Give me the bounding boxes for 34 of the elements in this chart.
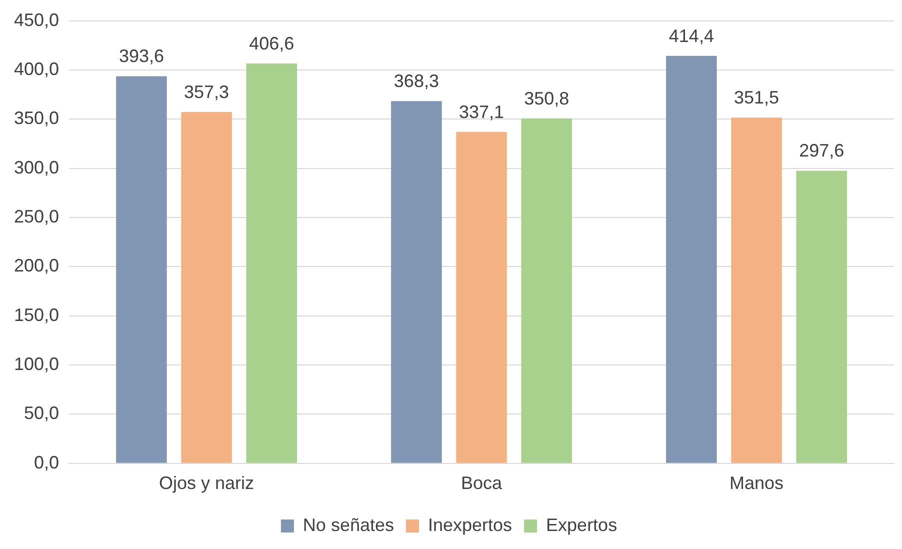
y-tick-label: 150,0 xyxy=(14,304,60,325)
y-tick-label: 300,0 xyxy=(14,157,60,178)
bar xyxy=(796,170,847,463)
x-tick-label: Manos xyxy=(729,473,784,494)
y-tick-label: 400,0 xyxy=(14,58,60,79)
legend-label: Expertos xyxy=(546,514,618,535)
y-tick-label: 100,0 xyxy=(14,354,60,374)
bar xyxy=(391,101,442,463)
data-label: 337,1 xyxy=(459,102,504,122)
y-tick-label: 350,0 xyxy=(14,108,60,128)
bar xyxy=(521,118,572,463)
legend-label: No señates xyxy=(302,514,394,535)
data-label: 350,8 xyxy=(524,88,570,108)
data-label: 368,3 xyxy=(394,71,439,92)
bar xyxy=(246,63,297,463)
y-tick-label: 50,0 xyxy=(24,403,60,424)
bar xyxy=(731,118,782,463)
x-tick-label: Boca xyxy=(461,473,504,494)
legend-label: Inexpertos xyxy=(428,514,512,535)
data-label: 393,6 xyxy=(118,46,164,66)
y-tick-label: 250,0 xyxy=(14,206,60,226)
bar xyxy=(116,76,167,463)
x-tick-label: Ojos y nariz xyxy=(159,473,254,494)
data-label: 297,6 xyxy=(799,140,844,161)
bar xyxy=(666,56,717,463)
y-tick-label: 200,0 xyxy=(14,256,60,276)
bar xyxy=(181,112,232,463)
bar xyxy=(456,132,507,463)
data-label: 414,4 xyxy=(668,26,714,46)
data-label: 357,3 xyxy=(184,82,230,102)
y-tick-label: 0,0 xyxy=(34,452,60,472)
data-label: 351,5 xyxy=(734,88,780,108)
y-tick-label: 450,0 xyxy=(14,10,60,30)
data-label: 406,6 xyxy=(249,33,294,54)
